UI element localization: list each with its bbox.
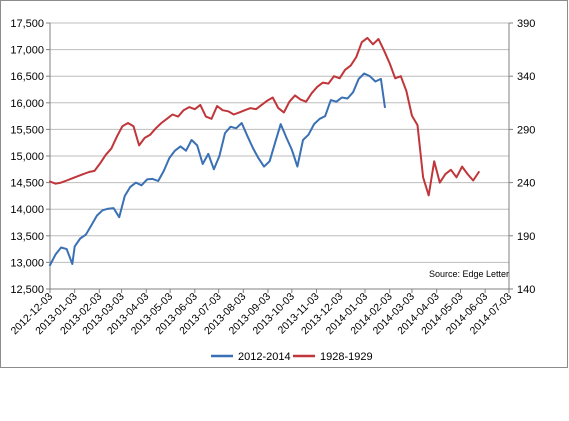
x-axis-ticks: 2012-12-032013-01-032013-02-032013-03-03… [9,291,515,338]
left-y-tick-label: 16,000 [10,98,44,110]
left-y-tick-label: 15,000 [10,151,44,163]
legend-label-1: 2012-2014 [238,351,291,363]
legend: 2012-2014 1928-1929 [211,351,373,363]
gridlines [50,22,509,290]
left-y-tick-label: 13,000 [10,257,44,269]
right-y-tick-label: 290 [517,124,535,136]
series-line-2 [49,36,480,197]
series-lines [49,36,480,267]
right-y-axis-ticks: 140 190 240 290 340 390 [517,18,535,296]
right-y-tick-label: 240 [517,178,535,190]
right-y-tick-label: 340 [517,71,535,83]
left-y-tick-label: 12,500 [10,284,44,296]
left-y-tick-label: 17,000 [10,45,44,57]
left-y-tick-label: 17,500 [10,18,44,30]
legend-label-2: 1928-1929 [320,351,373,363]
right-y-tick-label: 140 [517,284,535,296]
left-y-axis-ticks: 12,500 13,000 13,500 14,000 14,500 15,000 15,5… [10,18,44,296]
left-y-tick-label: 14,500 [10,178,44,190]
left-y-tick-label: 13,500 [10,231,44,243]
right-y-tick-label: 390 [517,18,535,30]
line-chart: 12,500 13,000 13,500 14,000 14,500 15,000 15,5… [9,18,536,363]
right-y-tick-label: 190 [517,231,535,243]
left-y-tick-label: 14,000 [10,204,44,216]
left-y-tick-label: 15,500 [10,124,44,136]
left-y-tick-label: 16,500 [10,71,44,83]
axes [46,22,513,293]
chart-frame: 12,500 13,000 13,500 14,000 14,500 15,000 15,5… [0,0,568,368]
series-line-1 [49,72,386,267]
source-annotation: Source: Edge Letter [429,269,509,279]
